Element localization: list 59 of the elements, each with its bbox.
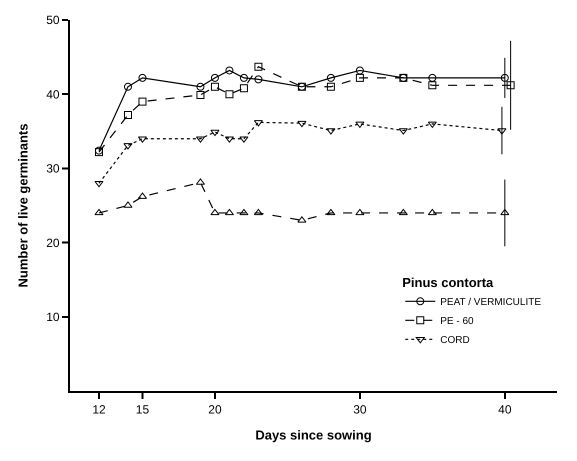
point xyxy=(326,82,335,91)
point xyxy=(210,130,220,136)
point xyxy=(138,136,148,143)
point xyxy=(428,74,436,82)
point xyxy=(196,136,205,143)
y-tick-label: 30 xyxy=(46,162,60,176)
point xyxy=(500,74,509,82)
point xyxy=(356,74,364,82)
y-tick-label: 20 xyxy=(46,236,60,250)
point xyxy=(239,136,248,143)
point xyxy=(239,208,248,216)
x-tick-label: 15 xyxy=(136,402,150,416)
point xyxy=(94,180,104,188)
point xyxy=(210,74,219,82)
x-tick-label: 40 xyxy=(498,402,512,416)
point xyxy=(326,128,336,135)
point xyxy=(428,208,437,216)
y-tick-label: 40 xyxy=(46,87,60,102)
x-axis-title: Days since sowing xyxy=(255,428,372,442)
point xyxy=(355,208,364,216)
legend-label: CORD xyxy=(440,335,470,346)
point xyxy=(138,74,146,82)
point xyxy=(196,90,204,99)
point xyxy=(240,74,248,82)
legend-label: PEAT / VERMICULITE xyxy=(440,297,542,308)
point xyxy=(254,62,262,71)
point xyxy=(297,216,306,223)
point xyxy=(94,208,104,216)
legend-title: Pinus contorta xyxy=(402,274,494,290)
y-tick-label: 10 xyxy=(46,310,60,324)
point xyxy=(326,74,335,82)
point xyxy=(124,110,132,119)
point xyxy=(225,66,234,74)
point xyxy=(224,208,234,216)
point xyxy=(326,208,336,216)
point xyxy=(225,90,234,98)
x-tick-label: 30 xyxy=(353,402,367,416)
x-tick-label: 12 xyxy=(92,402,106,416)
y-tick-label: 50 xyxy=(46,13,60,28)
point xyxy=(196,82,204,91)
point xyxy=(356,66,364,74)
point xyxy=(500,208,510,216)
point xyxy=(254,208,263,216)
x-tick-label: 20 xyxy=(208,402,222,416)
point xyxy=(224,136,234,143)
point xyxy=(497,128,506,135)
y-axis-title: Number of live germinants xyxy=(16,124,31,288)
point xyxy=(138,98,146,106)
point xyxy=(124,82,132,91)
point xyxy=(398,208,408,216)
point xyxy=(240,84,248,92)
point xyxy=(254,75,262,84)
point xyxy=(506,81,515,90)
point xyxy=(428,81,436,90)
point xyxy=(210,82,219,91)
legend-label: PE - 60 xyxy=(440,316,474,328)
point xyxy=(398,128,408,135)
point xyxy=(297,120,306,128)
point xyxy=(210,208,220,216)
